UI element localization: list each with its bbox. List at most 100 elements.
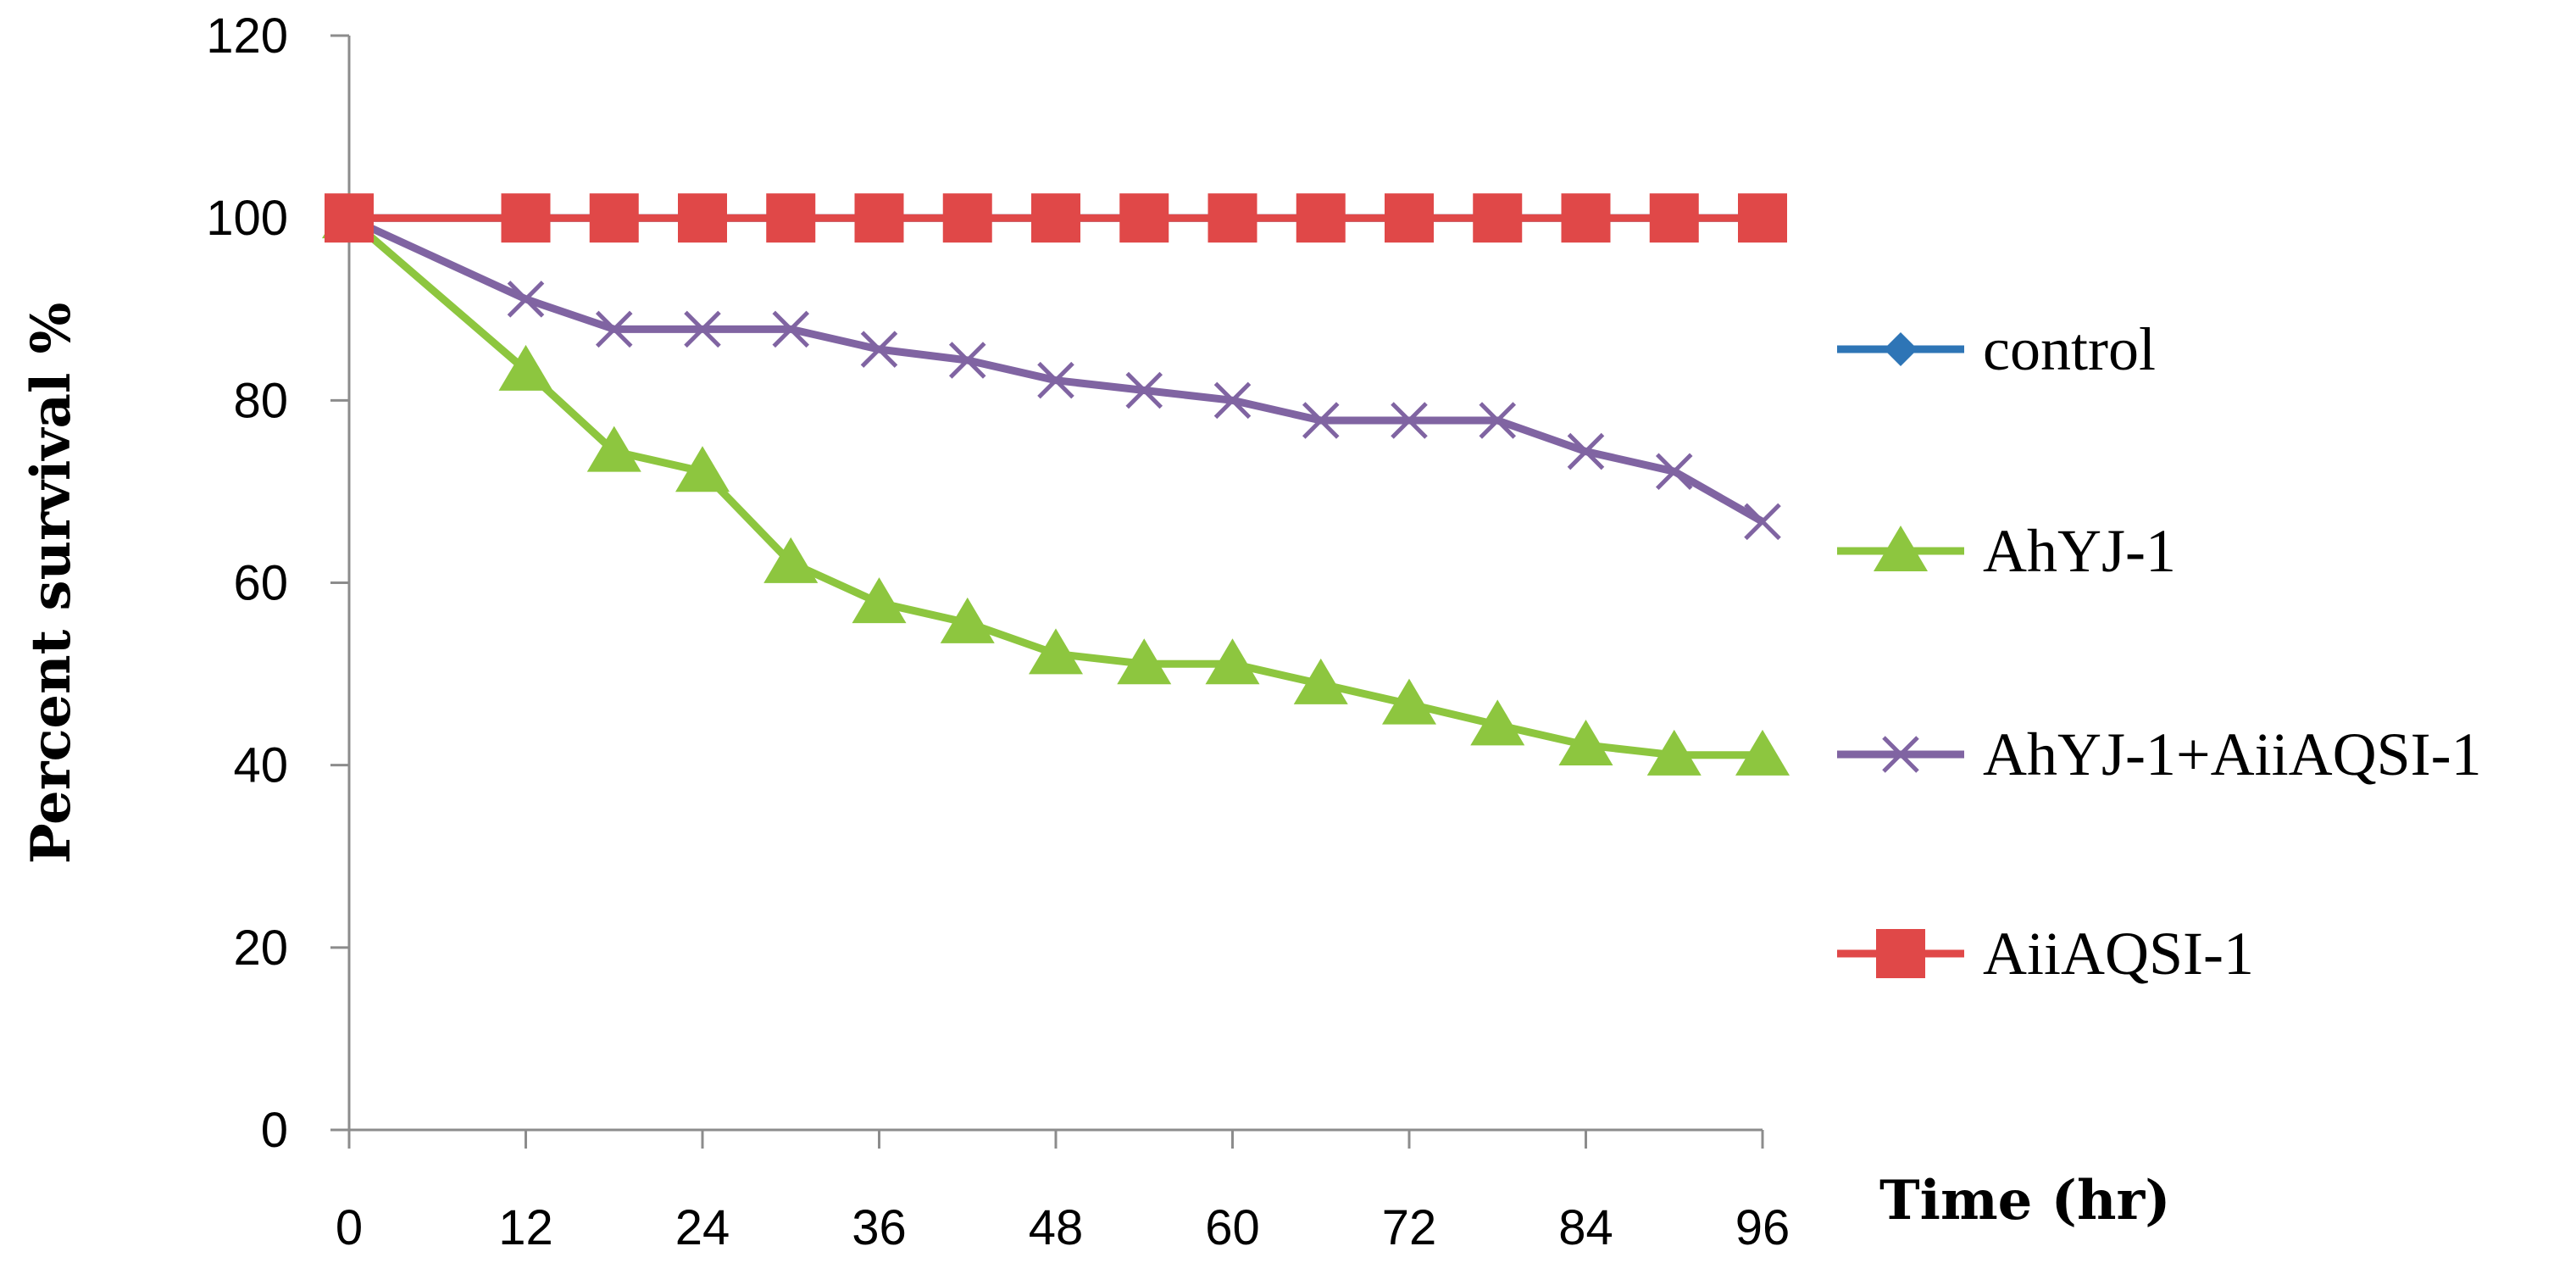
x-marker-stroke — [860, 331, 898, 368]
x-marker-stroke — [948, 342, 986, 379]
x-marker-stroke — [1125, 371, 1163, 409]
x-marker-stroke — [772, 310, 810, 348]
series-line — [347, 214, 1765, 526]
data-point — [1037, 361, 1074, 399]
data-point — [586, 426, 641, 472]
x-tick-label: 36 — [852, 1200, 907, 1255]
series-ahyj-1-aiiaqsi-1 — [330, 199, 1781, 541]
data-point — [1385, 193, 1434, 243]
x-tick-label: 12 — [498, 1200, 553, 1255]
data-point — [1119, 193, 1169, 243]
data-point — [1117, 638, 1172, 685]
y-tick-label: 20 — [233, 921, 288, 976]
legend-label: AiiAQSI-1 — [1983, 920, 2254, 987]
x-marker-stroke — [1213, 381, 1252, 420]
y-axis-title: Percent survival % — [19, 303, 83, 865]
x-marker-stroke — [684, 310, 721, 348]
legend-label: control — [1983, 315, 2156, 383]
data-point — [675, 446, 730, 492]
data-point — [1738, 193, 1787, 243]
data-point — [1646, 729, 1702, 776]
x-marker-stroke — [1302, 402, 1340, 439]
data-point — [1473, 193, 1523, 243]
legend-item: AhYJ-1+AiiAQSI-1 — [1837, 720, 2482, 788]
data-point — [507, 281, 545, 318]
series-line — [347, 214, 1763, 759]
legend-item: AiiAQSI-1 — [1837, 920, 2254, 987]
legend-label: AhYJ-1+AiiAQSI-1 — [1983, 720, 2482, 788]
legend-marker — [1874, 526, 1928, 571]
legend-item: control — [1837, 315, 2156, 383]
x-tick-label: 60 — [1205, 1200, 1260, 1255]
x-marker-stroke — [1037, 361, 1074, 399]
data-point — [1655, 453, 1693, 491]
data-point — [1382, 678, 1436, 725]
data-point — [854, 193, 904, 243]
data-point — [1567, 432, 1605, 470]
x-axis-title: Time (hr) — [1879, 1169, 2170, 1232]
data-point — [852, 577, 907, 624]
data-point — [1744, 503, 1781, 541]
data-point — [589, 193, 639, 243]
data-point — [678, 193, 727, 243]
series-ahyj-1 — [322, 192, 1790, 776]
x-marker-stroke — [507, 281, 545, 318]
data-point — [948, 342, 986, 379]
legend: control AhYJ-1 AhYJ-1+AiiAQSI-1 AiiAQSI-1 — [1837, 315, 2482, 987]
data-point — [1031, 193, 1080, 243]
x-marker-stroke — [1882, 736, 1919, 773]
data-point — [325, 193, 374, 243]
x-tick-label: 24 — [675, 1200, 730, 1255]
y-tick-label: 40 — [233, 738, 288, 793]
data-point — [860, 331, 898, 368]
data-point — [763, 537, 819, 583]
y-tick-label: 120 — [206, 8, 288, 64]
x-marker-stroke — [1567, 432, 1605, 470]
y-tick-label: 0 — [261, 1103, 288, 1158]
x-marker-stroke — [1744, 503, 1781, 541]
data-point — [595, 310, 633, 348]
data-point — [1479, 402, 1517, 439]
data-point — [1391, 402, 1428, 439]
data-point — [1649, 193, 1699, 243]
legend-marker — [1884, 332, 1918, 366]
data-point — [1470, 699, 1525, 746]
data-point — [1558, 719, 1613, 765]
y-axis: 0 20 40 60 80 100 120 — [206, 8, 351, 1158]
y-tick-label: 100 — [206, 191, 288, 246]
plot-series — [322, 192, 1790, 776]
x-tick-label: 48 — [1029, 1200, 1084, 1255]
x-marker-stroke — [1655, 453, 1693, 491]
legend-label: AhYJ-1 — [1983, 517, 2176, 585]
x-tick-label: 0 — [336, 1200, 363, 1255]
y-tick-label: 80 — [233, 373, 288, 428]
data-point — [766, 193, 816, 243]
data-point — [1125, 371, 1163, 409]
data-point — [498, 344, 553, 391]
x-marker-stroke — [1479, 402, 1517, 439]
legend-item: AhYJ-1 — [1837, 517, 2176, 585]
data-point — [684, 310, 721, 348]
data-point — [1029, 628, 1083, 675]
data-point — [1208, 193, 1257, 243]
x-marker-stroke — [1391, 402, 1428, 439]
data-point — [1735, 729, 1790, 776]
series-aiiaqsi-1 — [325, 193, 1787, 243]
x-marker-stroke — [595, 310, 633, 348]
data-point — [1213, 381, 1252, 420]
legend-marker — [1882, 736, 1919, 773]
y-tick-label: 60 — [233, 556, 288, 611]
data-point — [1205, 638, 1260, 685]
x-axis: 0 12 24 36 48 60 72 84 96 — [336, 1128, 1790, 1255]
data-point — [1561, 193, 1611, 243]
data-point — [942, 193, 992, 243]
x-tick-label: 96 — [1735, 1200, 1790, 1255]
data-point — [940, 597, 995, 643]
data-point — [501, 193, 551, 243]
data-point — [1293, 658, 1348, 704]
x-tick-label: 72 — [1382, 1200, 1437, 1255]
data-point — [1302, 402, 1340, 439]
legend-marker — [1876, 929, 1925, 978]
data-point — [772, 310, 810, 348]
